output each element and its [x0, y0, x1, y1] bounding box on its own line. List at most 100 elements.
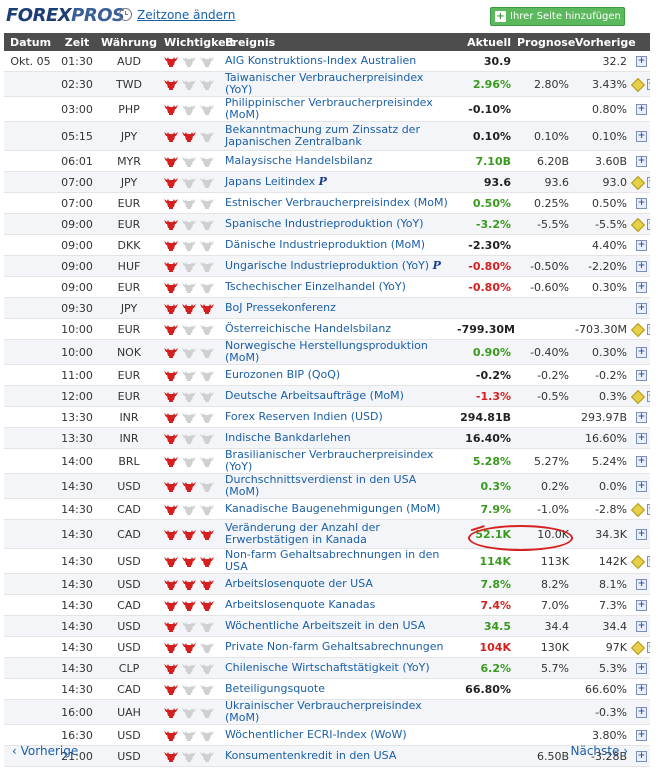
event-link[interactable]: Eurozonen BIP (QoQ)	[222, 364, 454, 386]
cell-actual: 7.8%	[454, 573, 514, 595]
timezone-link[interactable]: Zeitzone ändern	[137, 8, 236, 22]
add-alert-icon[interactable]: +	[636, 481, 647, 492]
cell-currency: JPY	[97, 297, 161, 319]
add-alert-icon[interactable]: +	[646, 642, 650, 653]
event-link[interactable]: Malaysische Handelsbilanz	[222, 150, 454, 172]
add-alert-icon[interactable]: +	[636, 370, 647, 381]
event-link[interactable]: Philippinischer Verbraucherpreisindex (M…	[222, 96, 454, 122]
add-alert-icon[interactable]: +	[636, 751, 647, 762]
clock-icon[interactable]	[119, 8, 132, 21]
add-alert-icon[interactable]: +	[636, 433, 647, 444]
table-row: 03:00 PHP Philippinischer Verbraucherpreis…	[4, 96, 650, 122]
add-alert-icon[interactable]: +	[636, 579, 647, 590]
add-alert-icon[interactable]: +	[636, 684, 647, 695]
cell-currency: CAD	[97, 519, 161, 549]
event-link[interactable]: Forex Reserven Indien (USD)	[222, 406, 454, 428]
info-diamond-icon[interactable]	[630, 77, 646, 92]
event-link[interactable]: Taiwanischer Verbraucherpreisindex (YoY)	[222, 71, 454, 97]
add-alert-icon[interactable]: +	[646, 324, 650, 335]
add-alert-icon[interactable]: +	[646, 504, 650, 515]
add-alert-icon[interactable]: +	[636, 240, 647, 251]
cell-actions: +	[630, 318, 650, 340]
event-link[interactable]: Dänische Industrieproduktion (MoM)	[222, 234, 454, 256]
bull-icon	[200, 370, 214, 381]
add-to-page-button[interactable]: + Ihrer Seite hinzufügen	[490, 7, 625, 26]
event-link[interactable]: Wöchentliche Arbeitszeit in den USA	[222, 615, 454, 637]
event-link[interactable]: Tschechischer Einzelhandel (YoY)	[222, 276, 454, 298]
add-alert-icon[interactable]: +	[636, 282, 647, 293]
cell-date	[4, 678, 57, 700]
event-link[interactable]: BoJ Pressekonferenz	[222, 297, 454, 319]
col-forecast: Prognose	[514, 33, 575, 51]
bull-icon	[182, 219, 196, 230]
event-link[interactable]: Arbeitslosenquote der USA	[222, 573, 454, 595]
event-name: Wöchentlicher ECRI-Index (WoW)	[225, 728, 407, 741]
prev-link[interactable]: ‹ Vorherige	[12, 744, 79, 758]
event-link[interactable]: Deutsche Arbeitsaufträge (MoM)	[222, 385, 454, 407]
add-alert-icon[interactable]: +	[646, 79, 650, 90]
info-diamond-icon[interactable]	[630, 389, 646, 404]
add-alert-icon[interactable]: +	[636, 730, 647, 741]
event-link[interactable]: Österreichische Handelsbilanz	[222, 318, 454, 340]
event-link[interactable]: Konsumentenkredit in den USA	[222, 745, 454, 767]
event-link[interactable]: Durchschnittsverdienst in den USA (MoM)	[222, 473, 454, 499]
add-alert-icon[interactable]: +	[636, 456, 647, 467]
bull-icon	[200, 751, 214, 762]
add-alert-icon[interactable]: +	[636, 707, 647, 718]
info-diamond-icon[interactable]	[630, 217, 646, 232]
add-alert-icon[interactable]: +	[646, 391, 650, 402]
event-link[interactable]: Indische Bankdarlehen	[222, 427, 454, 449]
cell-currency: CLP	[97, 657, 161, 679]
add-alert-icon[interactable]: +	[636, 131, 647, 142]
event-link[interactable]: Kanadische Baugenehmigungen (MoM)	[222, 498, 454, 520]
event-link[interactable]: Ungarische Industrieproduktion (YoY) P	[222, 255, 454, 277]
cell-actual	[454, 745, 514, 767]
event-link[interactable]: Veränderung der Anzahl der Erwerbstätige…	[222, 519, 454, 549]
add-alert-icon[interactable]: +	[636, 621, 647, 632]
event-link[interactable]: Non-farm Gehaltsabrechnungen in den USA	[222, 548, 454, 574]
add-alert-icon[interactable]: +	[636, 198, 647, 209]
add-alert-icon[interactable]: +	[636, 104, 647, 115]
info-diamond-icon[interactable]	[630, 175, 646, 190]
cell-currency: EUR	[97, 276, 161, 298]
add-alert-icon[interactable]: +	[646, 556, 650, 567]
add-alert-icon[interactable]: +	[636, 663, 647, 674]
event-link[interactable]: Spanische Industrieproduktion (YoY)	[222, 213, 454, 235]
add-alert-icon[interactable]: +	[636, 56, 647, 67]
cell-previous: 34.3K	[572, 519, 630, 549]
cell-importance	[161, 318, 222, 340]
event-link[interactable]: Beteiligungsquote	[222, 678, 454, 700]
event-link[interactable]: Private Non-farm Gehaltsabrechnungen	[222, 636, 454, 658]
cell-importance	[161, 276, 222, 298]
event-link[interactable]: Bekanntmachung zum Zinssatz der Japanisc…	[222, 121, 454, 151]
cell-importance	[161, 96, 222, 122]
bull-icon	[200, 600, 214, 611]
event-link[interactable]: AIG Konstruktions-Index Australien	[222, 51, 454, 72]
info-diamond-icon[interactable]	[630, 554, 646, 569]
add-alert-icon[interactable]: +	[636, 261, 647, 272]
forexpros-logo[interactable]: FOREXPROS	[6, 5, 125, 26]
add-alert-icon[interactable]: +	[646, 177, 650, 188]
event-link[interactable]: Wöchentlicher ECRI-Index (WoW)	[222, 724, 454, 746]
event-link[interactable]: Ukrainischer Verbraucherpreisindex (MoM)	[222, 699, 454, 725]
add-alert-icon[interactable]: +	[636, 600, 647, 611]
add-alert-icon[interactable]: +	[636, 303, 647, 314]
add-alert-icon[interactable]: +	[636, 156, 647, 167]
event-link[interactable]: Arbeitslosenquote Kanadas	[222, 594, 454, 616]
event-link[interactable]: Brasilianischer Verbraucherpreisindex (Y…	[222, 448, 454, 474]
event-link[interactable]: Chilenische Wirtschaftstätigkeit (YoY)	[222, 657, 454, 679]
next-link[interactable]: Nächste ›	[570, 744, 629, 758]
cell-forecast: -0.60%	[514, 276, 572, 298]
add-alert-icon[interactable]: +	[636, 412, 647, 423]
info-diamond-icon[interactable]	[630, 640, 646, 655]
add-alert-icon[interactable]: +	[636, 529, 647, 540]
event-link[interactable]: Norwegische Herstellungsproduktion (MoM)	[222, 339, 454, 365]
add-alert-icon[interactable]: +	[636, 347, 647, 358]
info-diamond-icon[interactable]	[630, 502, 646, 517]
bull-icon	[182, 456, 196, 467]
cell-actual: -2.30%	[454, 234, 514, 256]
event-link[interactable]: Japans Leitindex P	[222, 171, 454, 193]
info-diamond-icon[interactable]	[630, 322, 646, 337]
event-link[interactable]: Estnischer Verbraucherpreisindex (MoM)	[222, 192, 454, 214]
add-alert-icon[interactable]: +	[646, 219, 650, 230]
